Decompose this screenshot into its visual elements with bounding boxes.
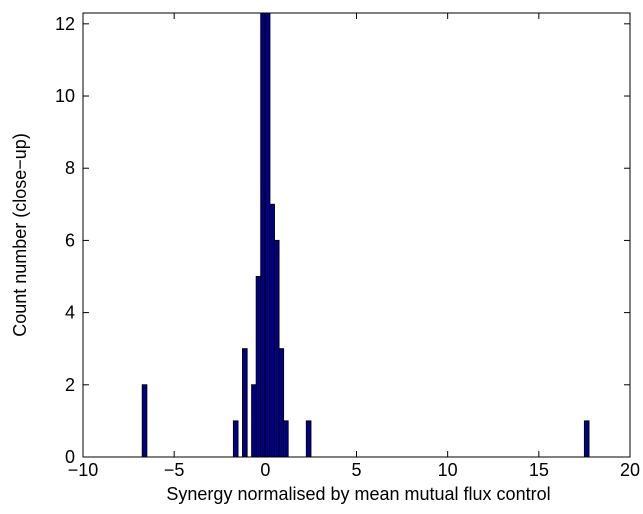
histogram-bar	[269, 203, 275, 458]
histogram-bar	[283, 420, 289, 458]
histogram-bar	[260, 12, 266, 458]
ticks-layer: −10 −5 0 5 10 15 20 0 2 4 6 8 10 12	[55, 13, 640, 480]
x-tick-label: 5	[351, 460, 361, 480]
x-tick-label: 20	[620, 460, 640, 480]
x-axis-title: Synergy normalised by mean mutual flux c…	[166, 484, 550, 504]
histogram-bar	[583, 420, 590, 458]
y-axis-title: Count number (close−up)	[10, 133, 30, 337]
histogram-bar	[141, 384, 148, 458]
histogram-bar	[255, 276, 262, 458]
y-tick-label: 8	[65, 158, 75, 178]
y-tick-label: 10	[55, 86, 75, 106]
y-tick-label: 12	[55, 14, 75, 34]
x-tick-label: −10	[68, 460, 99, 480]
histogram-bar	[232, 420, 239, 458]
x-tick-label: 10	[438, 460, 458, 480]
y-tick-label: 6	[65, 230, 75, 250]
x-tick-label: −5	[164, 460, 185, 480]
histogram-bar	[278, 348, 285, 458]
histogram-bar	[305, 420, 312, 458]
histogram-bar	[251, 384, 257, 458]
y-tick-label: 0	[65, 447, 75, 467]
x-tick-label: 15	[529, 460, 549, 480]
histogram-bar	[242, 348, 248, 458]
x-tick-label: 0	[260, 460, 270, 480]
y-tick-label: 4	[65, 303, 75, 323]
histogram-bar	[264, 12, 271, 458]
y-tick-label: 2	[65, 375, 75, 395]
histogram-bar	[273, 239, 280, 458]
